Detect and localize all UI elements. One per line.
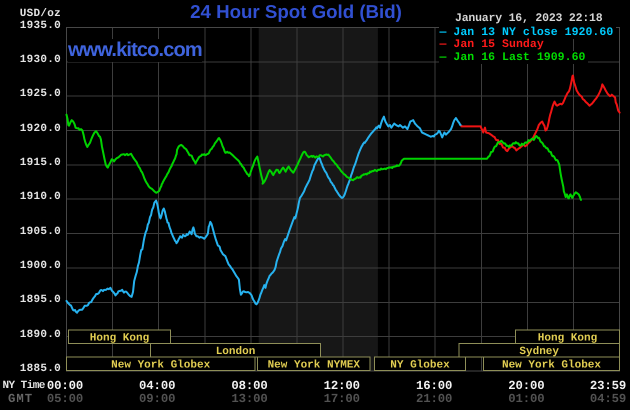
svg-text:Hong Kong: Hong Kong [90,332,149,344]
svg-text:New York Globex: New York Globex [111,359,210,371]
svg-text:New York NYMEX: New York NYMEX [268,359,361,371]
svg-text:New York Globex: New York Globex [502,359,601,371]
svg-text:London: London [216,346,256,358]
svg-text:Hong Kong: Hong Kong [538,332,597,344]
svg-text:Sydney: Sydney [519,346,559,358]
svg-text:NY Globex: NY Globex [390,359,450,371]
